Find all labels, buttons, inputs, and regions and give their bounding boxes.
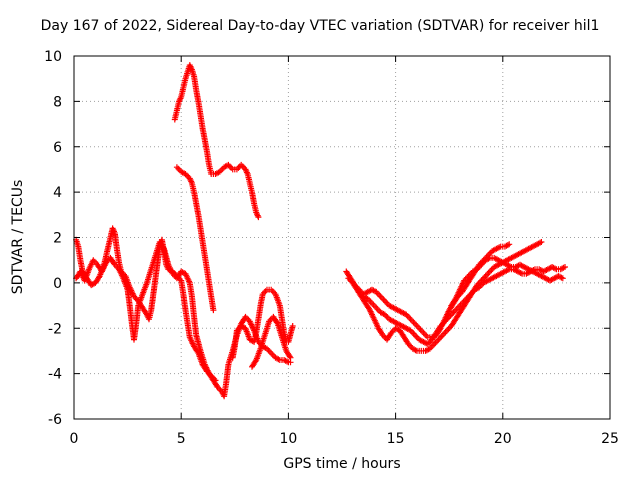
series-markers: [171, 62, 262, 221]
y-tick-label: -6: [48, 412, 62, 428]
grid-lines: [74, 56, 610, 419]
y-tick-label: 8: [53, 94, 62, 110]
y-tick-label: 4: [53, 185, 62, 201]
x-tick-label: 25: [601, 431, 619, 447]
y-tick-label: -4: [48, 367, 62, 383]
series-markers: [360, 264, 568, 348]
series-arc-4: [249, 313, 294, 370]
series-markers: [345, 239, 545, 354]
series-arc-9: [360, 264, 568, 348]
data-markers: [73, 62, 568, 400]
series-arc-3: [229, 286, 296, 361]
chart-title: Day 167 of 2022, Sidereal Day-to-day VTE…: [40, 18, 600, 34]
x-tick-label: 10: [279, 431, 297, 447]
series-arc-7: [343, 241, 513, 341]
x-tick-label: 20: [494, 431, 512, 447]
y-tick-label: 2: [53, 231, 62, 247]
series-arc-6: [173, 164, 217, 314]
series-markers: [249, 313, 294, 370]
y-tick-label: 0: [53, 276, 62, 292]
series-arc-10: [448, 254, 566, 309]
y-tick-label: 6: [53, 140, 62, 156]
series-markers: [173, 164, 217, 314]
y-tick-label: -2: [48, 321, 62, 337]
series-markers: [73, 225, 219, 384]
series-arc-5: [171, 62, 262, 221]
x-tick-label: 15: [387, 431, 405, 447]
axis-ticks: 0 5 10 15 20 25 -6 -4 -2 0 2 4 6 8 10: [44, 49, 619, 447]
series-arc-2: [73, 225, 219, 384]
y-tick-label: 10: [44, 49, 62, 65]
series-markers: [229, 286, 296, 361]
x-tick-label: 5: [177, 431, 186, 447]
x-axis-label: GPS time / hours: [283, 456, 401, 472]
series-arc-8: [345, 239, 545, 354]
x-tick-label: 0: [70, 431, 79, 447]
series-markers: [343, 241, 513, 341]
